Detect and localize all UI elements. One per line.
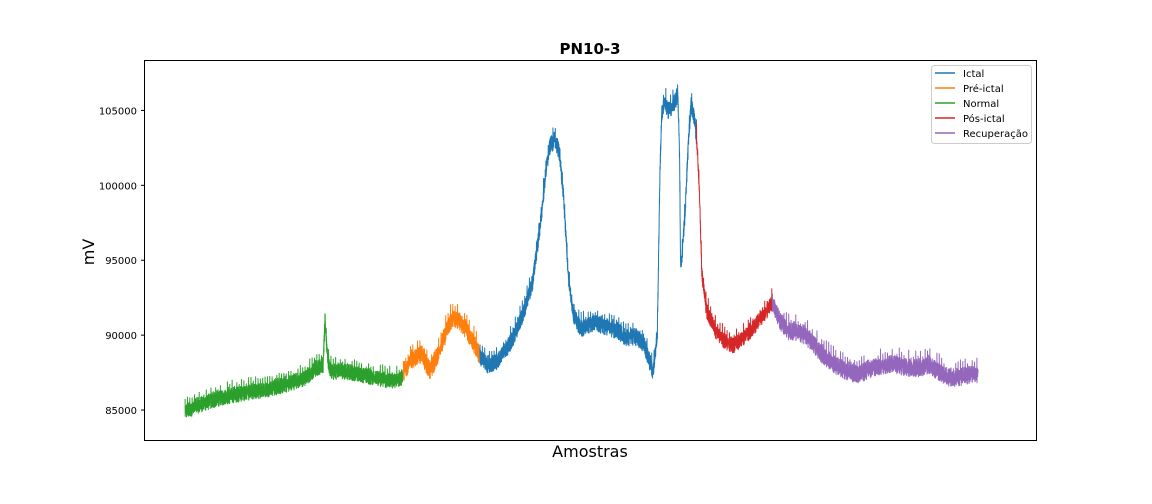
y-axis: 85000 90000 95000 100000 105000 xyxy=(99,106,145,417)
x-axis-label: Amostras xyxy=(552,442,628,461)
legend-label: Pré-ictal xyxy=(963,83,1004,95)
legend-frame xyxy=(931,65,1032,144)
series-line-ictal xyxy=(479,84,698,379)
legend: Ictal Pré-ictal Normal Pós-ictal Recuperação xyxy=(931,65,1032,144)
y-tick-label: 100000 xyxy=(99,181,137,192)
legend-label: Normal xyxy=(963,99,999,110)
y-tick-label: 85000 xyxy=(105,406,137,417)
y-tick-label: 95000 xyxy=(105,256,137,267)
legend-label: Recuperação xyxy=(963,129,1028,140)
y-tick-label: 105000 xyxy=(99,106,137,117)
series-layer xyxy=(184,84,979,418)
series-line-normal xyxy=(184,313,404,418)
chart-title: PN10-3 xyxy=(559,40,620,58)
axes-frame xyxy=(144,60,1037,441)
y-axis-label: mV xyxy=(79,239,98,266)
series-line-p-s-ictal xyxy=(696,123,773,354)
plot-area: 85000 90000 95000 100000 105000 xyxy=(99,60,1037,441)
legend-label: Ictal xyxy=(963,69,984,80)
series-line-pr-ictal xyxy=(402,303,481,381)
legend-label: Pós-ictal xyxy=(963,113,1005,125)
y-tick-label: 90000 xyxy=(105,331,137,342)
series-line-recupera-o xyxy=(771,293,979,388)
